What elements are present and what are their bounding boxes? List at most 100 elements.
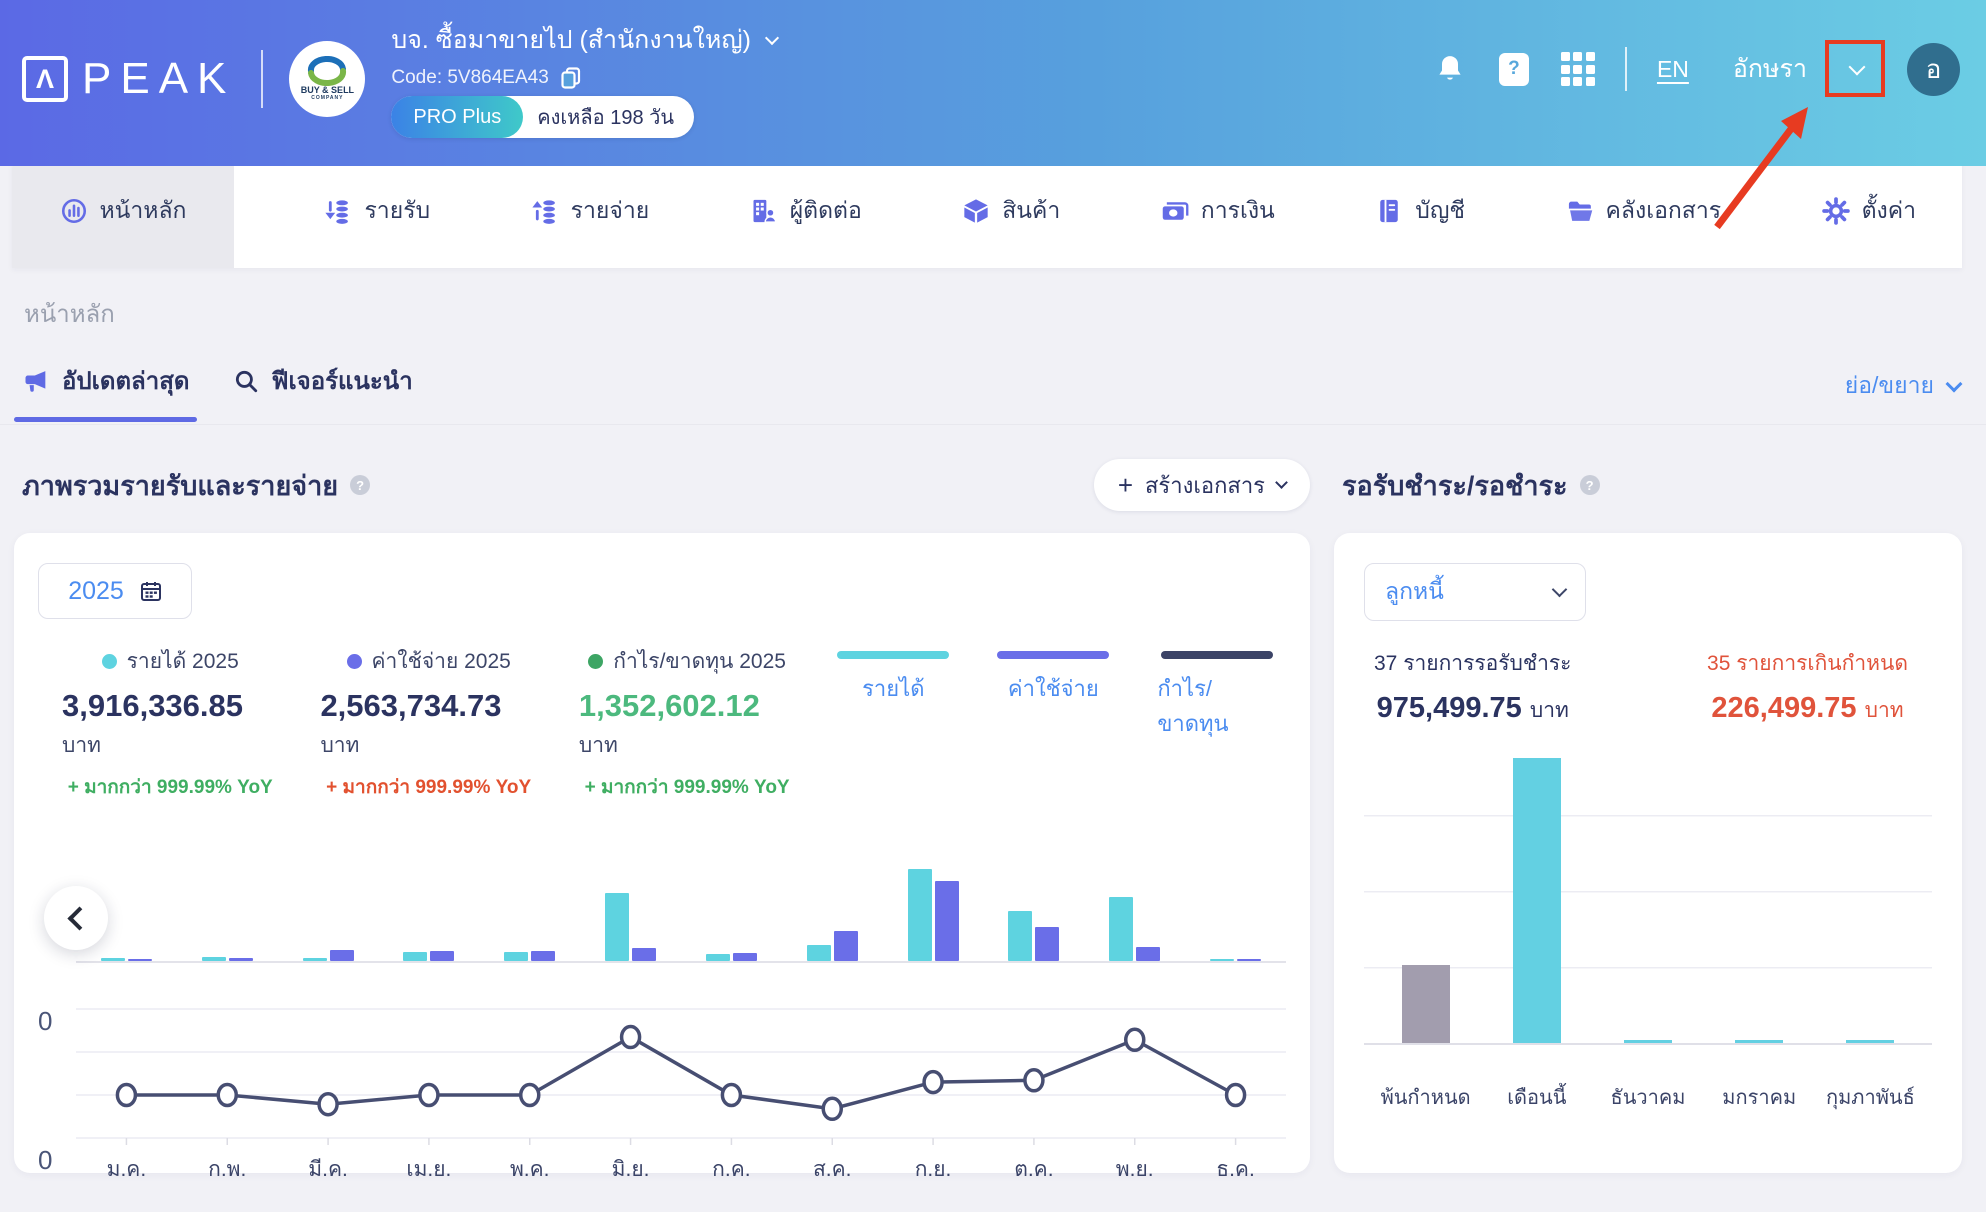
line-axis-zero-label: 0 xyxy=(38,1145,53,1175)
revenue-bar-ก.พ.[interactable] xyxy=(201,957,226,961)
tab-recommended-features[interactable]: ฟีเจอร์แนะนำ xyxy=(233,361,413,404)
chart-legend: รายได้ ค่าใช้จ่าย กำไร/ขาดทุน xyxy=(837,645,1286,741)
receivable-bar-พ้นกำหนด[interactable] xyxy=(1401,965,1450,1043)
company-selector[interactable]: บจ. ซื้อมาขายไป (สำนักงานใหญ่) xyxy=(391,20,780,60)
revenue-bar-เม.ย.[interactable] xyxy=(403,951,428,961)
stat-revenue: รายได้ 2025 3,916,336.85 บาท + มากกว่า 9… xyxy=(62,645,278,802)
profit-point-เม.ย.[interactable] xyxy=(418,1082,440,1108)
revenue-bar-ก.ค.[interactable] xyxy=(705,953,730,961)
month-label: พ.ค. xyxy=(509,1158,550,1181)
company-logo-text: BUY & SELL xyxy=(300,85,355,95)
nav-item-home[interactable]: หน้าหลัก xyxy=(12,154,234,268)
expense-bar-ม.ค.[interactable] xyxy=(127,959,152,961)
revenue-bar-ต.ค.[interactable] xyxy=(1008,911,1033,961)
legend-item-profit[interactable]: กำไร/ขาดทุน xyxy=(1157,651,1276,741)
profit-point-พ.ย.[interactable] xyxy=(1124,1027,1146,1053)
help-icon[interactable]: ? xyxy=(350,475,371,495)
profit-point-ก.ย.[interactable] xyxy=(922,1069,944,1095)
receivable-bar-ธันวาคม[interactable] xyxy=(1624,1040,1672,1043)
expense-bar-ก.พ.[interactable] xyxy=(228,958,253,961)
nav-item-documents[interactable]: คลังเอกสาร xyxy=(1556,154,1732,268)
search-icon xyxy=(236,370,258,392)
profit-point-ม.ค.[interactable] xyxy=(115,1082,138,1108)
nav-item-products[interactable]: สินค้า xyxy=(952,154,1070,268)
tab-latest-updates[interactable]: อัปเดตล่าสุด xyxy=(13,361,198,422)
notification-bell-icon[interactable] xyxy=(1433,52,1467,86)
recv-col xyxy=(1481,758,1592,1043)
profit-point-ก.พ.[interactable] xyxy=(216,1082,238,1108)
expense-bar-มิ.ย.[interactable] xyxy=(632,948,657,961)
month-label: ต.ค. xyxy=(1014,1158,1054,1181)
profit-point-พ.ค.[interactable] xyxy=(519,1082,541,1108)
recv-category-label: กุมภาพันธ์ xyxy=(1826,1087,1915,1109)
revenue-bar-มี.ค.[interactable] xyxy=(302,958,327,961)
peak-logo[interactable]: Λ PEAK xyxy=(22,54,235,104)
profit-point-ต.ค.[interactable] xyxy=(1023,1068,1045,1093)
pending-receivable-stat: 37 รายการรอรับชำระ 975,499.75 บาท xyxy=(1374,652,1572,724)
chevron-down-icon xyxy=(1945,375,1963,392)
revenue-dot-icon xyxy=(101,654,117,669)
receivable-bar-มกราคม[interactable] xyxy=(1735,1040,1784,1043)
profit-point-ก.ค.[interactable] xyxy=(720,1082,743,1108)
receivables-axis-labels: พ้นกำหนด เดือนนี้ ธันวาคม มกราคม กุมภาพันธ์ xyxy=(1364,1081,1932,1113)
profit-point-มี.ค.[interactable] xyxy=(317,1091,339,1117)
expense-bar-มี.ค.[interactable] xyxy=(329,949,354,961)
expense-bar-พ.ค.[interactable] xyxy=(531,950,556,961)
user-menu-chevron[interactable] xyxy=(1714,40,1885,230)
legend-item-expense[interactable]: ค่าใช้จ่าย xyxy=(997,651,1110,741)
copy-icon[interactable] xyxy=(561,67,581,89)
legend-item-revenue[interactable]: รายได้ xyxy=(837,651,950,741)
nav-item-finance[interactable]: การเงิน xyxy=(1151,154,1285,268)
nav-item-accounting[interactable]: บัญชี xyxy=(1365,154,1475,268)
receivable-bar-กุมภาพันธ์[interactable] xyxy=(1846,1040,1895,1043)
collapse-expand-toggle[interactable]: ย่อ/ขยาย xyxy=(1845,368,1963,404)
debtor-filter-select[interactable]: ลูกหนี้ xyxy=(1364,563,1586,621)
revenue-value: 3,916,336.85 xyxy=(62,688,244,723)
revenue-bar-ส.ค.[interactable] xyxy=(806,945,831,961)
month-axis-labels: ม.ค. ก.พ. มี.ค. เม.ย. พ.ค. มิ.ย. ก.ค. ส.ค. ก.ย. ต… xyxy=(76,1153,1286,1186)
profit-point-ส.ค.[interactable] xyxy=(821,1096,843,1122)
apps-grid-icon[interactable] xyxy=(1560,52,1595,86)
contacts-building-icon xyxy=(753,199,777,223)
company-code: Code: 5V864EA43 xyxy=(391,67,549,88)
profit-point-ธ.ค.[interactable] xyxy=(1224,1082,1247,1108)
help-icon[interactable]: ? xyxy=(1579,475,1600,495)
header-divider xyxy=(261,50,264,108)
app-header: Λ PEAK BUY & SELL COMPANY บจ. ซื้อมาขายไ… xyxy=(0,0,1986,230)
revenue-bar-ม.ค.[interactable] xyxy=(100,958,125,961)
nav-item-contacts[interactable]: ผู้ติดต่อ xyxy=(740,154,872,268)
expense-bar-พ.ย.[interactable] xyxy=(1136,947,1161,961)
revenue-bar-พ.ค.[interactable] xyxy=(504,951,529,961)
create-document-button[interactable]: + สร้างเอกสาร xyxy=(1093,459,1310,511)
avatar[interactable]: อ xyxy=(1907,42,1960,96)
expense-bar-ก.ย.[interactable] xyxy=(934,880,959,961)
stat-expense: ค่าใช้จ่าย 2025 2,563,734.73 บาท + มากกว… xyxy=(320,645,536,802)
breadcrumb: หน้าหลัก xyxy=(24,301,115,328)
month-label: ก.ค. xyxy=(712,1158,751,1181)
year-selector[interactable]: 2025 xyxy=(38,563,192,619)
legend-line-icon xyxy=(997,651,1110,659)
expense-bar-ธ.ค.[interactable] xyxy=(1237,959,1262,961)
revenue-bar-พ.ย.[interactable] xyxy=(1109,896,1134,961)
receivables-section-title: รอรับชำระ/รอชำระ xyxy=(1342,470,1568,501)
bar-group xyxy=(883,869,984,961)
nav-item-income[interactable]: รายรับ xyxy=(314,154,440,268)
expense-bar-ก.ค.[interactable] xyxy=(732,952,757,961)
profit-point-มิ.ย.[interactable] xyxy=(619,1024,642,1050)
plan-badge[interactable]: PRO Plus คงเหลือ 198 วัน xyxy=(391,96,695,138)
revenue-bar-ก.ย.[interactable] xyxy=(907,869,932,961)
chart-prev-button[interactable] xyxy=(44,886,108,950)
expense-bar-ต.ค.[interactable] xyxy=(1035,926,1060,961)
receivable-bar-เดือนนี้[interactable] xyxy=(1512,758,1561,1043)
recv-col xyxy=(1370,965,1481,1043)
revenue-bar-มิ.ย.[interactable] xyxy=(605,892,630,961)
legend-line-icon xyxy=(837,651,950,659)
expense-bar-เม.ย.[interactable] xyxy=(430,950,455,961)
nav-item-expense[interactable]: รายจ่าย xyxy=(521,154,660,268)
nav-item-settings[interactable]: ตั้งค่า xyxy=(1812,154,1962,268)
chevron-down-icon xyxy=(1551,581,1568,598)
language-toggle[interactable]: EN xyxy=(1656,55,1689,82)
expense-bar-ส.ค.[interactable] xyxy=(833,930,858,961)
revenue-bar-ธ.ค.[interactable] xyxy=(1210,959,1235,961)
help-guide-icon[interactable]: ? xyxy=(1497,52,1531,86)
